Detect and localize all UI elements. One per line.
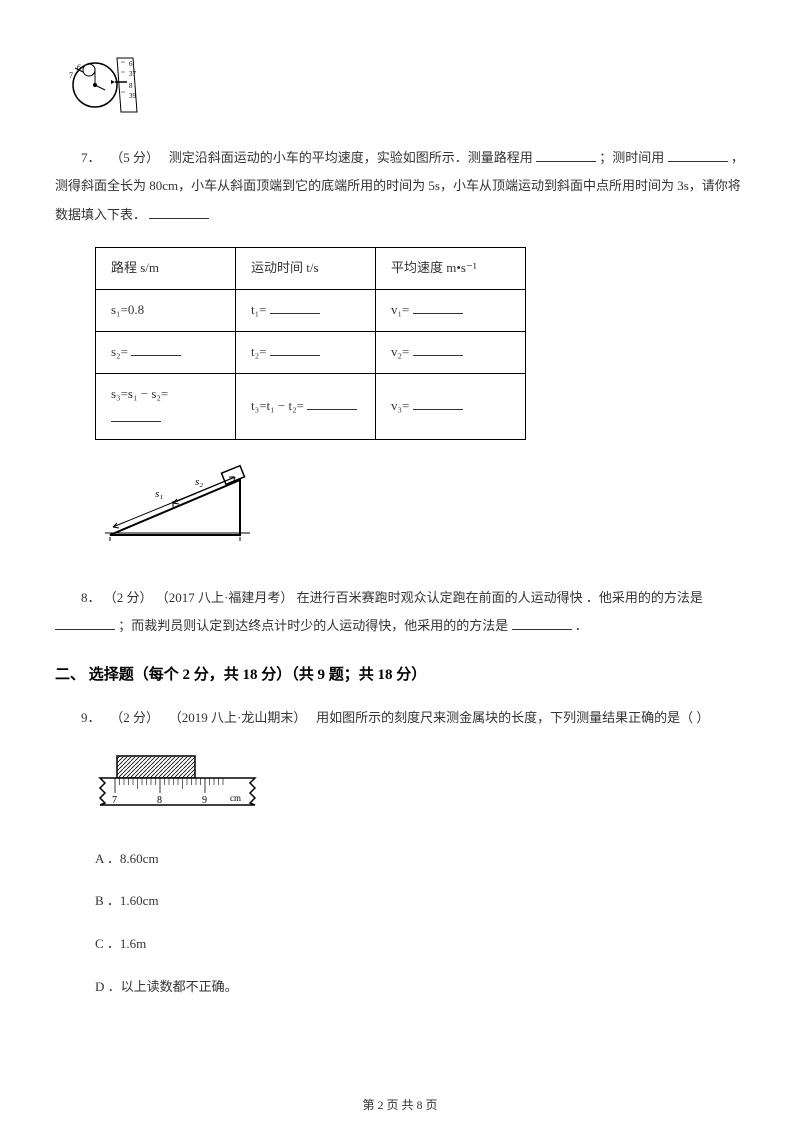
svg-text:6: 6 bbox=[129, 60, 133, 68]
q8-points: （2 分） bbox=[104, 590, 153, 605]
q7-text2: ；测时间用 bbox=[599, 150, 667, 165]
q7-points: （5 分） bbox=[110, 150, 159, 165]
svg-text:7: 7 bbox=[69, 71, 73, 80]
blank bbox=[536, 149, 596, 162]
question-7-text: 7． （5 分） 测定沿斜面运动的小车的平均速度，实验如图所示．测量路程用 ；测… bbox=[55, 150, 744, 222]
question-9-text: 9． （2 分） （2019 八上·龙山期末） 用如图所示的刻度尺来测金属块的长… bbox=[81, 710, 709, 725]
ruler-figure: 7 8 9 cm bbox=[95, 753, 745, 827]
svg-text:7: 7 bbox=[112, 795, 117, 806]
option-d[interactable]: D ．以上读数都不正确。 bbox=[95, 975, 745, 1000]
svg-text:cm: cm bbox=[230, 793, 241, 803]
q9-number: 9． bbox=[81, 710, 101, 725]
svg-text:8: 8 bbox=[157, 795, 162, 806]
stopwatch-figure: 7 6 6 37 8 39 bbox=[65, 40, 745, 124]
table-row: s₂= t₂= v₂= bbox=[96, 331, 526, 373]
table-header: 路程 s/m bbox=[96, 248, 236, 290]
table-cell: v₃= bbox=[376, 373, 526, 439]
table-row: s₃=s₁ − s₂= t₃=t₁ − t₂= v₃= bbox=[96, 373, 526, 439]
table-header-row: 路程 s/m 运动时间 t/s 平均速度 m•s⁻¹ bbox=[96, 248, 526, 290]
blank bbox=[668, 149, 728, 162]
table-cell: s₁=0.8 bbox=[96, 290, 236, 332]
svg-text:s₂: s₂ bbox=[195, 476, 203, 488]
table-cell: t₃=t₁ − t₂= bbox=[236, 373, 376, 439]
svg-text:s₁: s₁ bbox=[155, 488, 163, 500]
option-a[interactable]: A ．8.60cm bbox=[95, 847, 745, 872]
data-table: 路程 s/m 运动时间 t/s 平均速度 m•s⁻¹ s₁=0.8 t₁= v₁… bbox=[95, 247, 526, 439]
q8-text1: 在进行百米赛跑时观众认定跑在前面的人运动得快 ．他采用的的方法是 bbox=[297, 590, 703, 605]
blank bbox=[131, 343, 181, 356]
question-7: 7． （5 分） 测定沿斜面运动的小车的平均速度，实验如图所示．测量路程用 ；测… bbox=[55, 144, 745, 230]
table-cell: v₁= bbox=[376, 290, 526, 332]
blank bbox=[413, 397, 463, 410]
section-2-header: 二、 选择题（每个 2 分，共 18 分）（共 9 题；共 18 分） bbox=[55, 661, 745, 690]
q7-text1: 测定沿斜面运动的小车的平均速度，实验如图所示．测量路程用 bbox=[169, 150, 536, 165]
blank bbox=[512, 617, 572, 630]
q7-number: 7． bbox=[81, 150, 101, 165]
table-cell: t₁= bbox=[236, 290, 376, 332]
question-9: 9． （2 分） （2019 八上·龙山期末） 用如图所示的刻度尺来测金属块的长… bbox=[55, 704, 745, 733]
blank bbox=[270, 343, 320, 356]
question-8-text: 8． （2 分） （2017 八上·福建月考） 在进行百米赛跑时观众认定跑在前面… bbox=[55, 590, 703, 634]
blank bbox=[111, 409, 161, 422]
table-cell: s₃=s₁ − s₂= bbox=[96, 373, 236, 439]
q8-number: 8． bbox=[81, 590, 101, 605]
blank bbox=[413, 301, 463, 314]
blank bbox=[413, 343, 463, 356]
table-row: s₁=0.8 t₁= v₁= bbox=[96, 290, 526, 332]
page-footer: 第 2 页 共 8 页 bbox=[0, 1094, 800, 1117]
q8-text2: ；而裁判员则认定到达终点计时少的人运动得快，他采用的的方法是 bbox=[118, 618, 508, 633]
q9-points: （2 分） bbox=[110, 710, 159, 725]
q8-source: （2017 八上·福建月考） bbox=[156, 590, 294, 605]
q9-text1: 用如图所示的刻度尺来测金属块的长度，下列测量结果正确的是（ ） bbox=[316, 710, 709, 725]
svg-text:37: 37 bbox=[129, 70, 137, 78]
option-b[interactable]: B ．1.60cm bbox=[95, 889, 745, 914]
blank bbox=[307, 397, 357, 410]
option-c[interactable]: C ．1.6m bbox=[95, 932, 745, 957]
table-header: 平均速度 m•s⁻¹ bbox=[376, 248, 526, 290]
svg-text:39: 39 bbox=[129, 92, 137, 100]
blank bbox=[149, 206, 209, 219]
svg-text:9: 9 bbox=[202, 795, 207, 806]
q9-source: （2019 八上·龙山期末） bbox=[169, 710, 307, 725]
blank bbox=[55, 617, 115, 630]
table-cell: v₂= bbox=[376, 331, 526, 373]
svg-text:8: 8 bbox=[129, 82, 133, 90]
q8-text3: ． bbox=[575, 618, 588, 633]
table-header: 运动时间 t/s bbox=[236, 248, 376, 290]
blank bbox=[270, 301, 320, 314]
table-cell: t₂= bbox=[236, 331, 376, 373]
question-8: 8． （2 分） （2017 八上·福建月考） 在进行百米赛跑时观众认定跑在前面… bbox=[55, 584, 745, 641]
incline-figure: s₁ s₂ bbox=[95, 455, 745, 564]
table-cell: s₂= bbox=[96, 331, 236, 373]
